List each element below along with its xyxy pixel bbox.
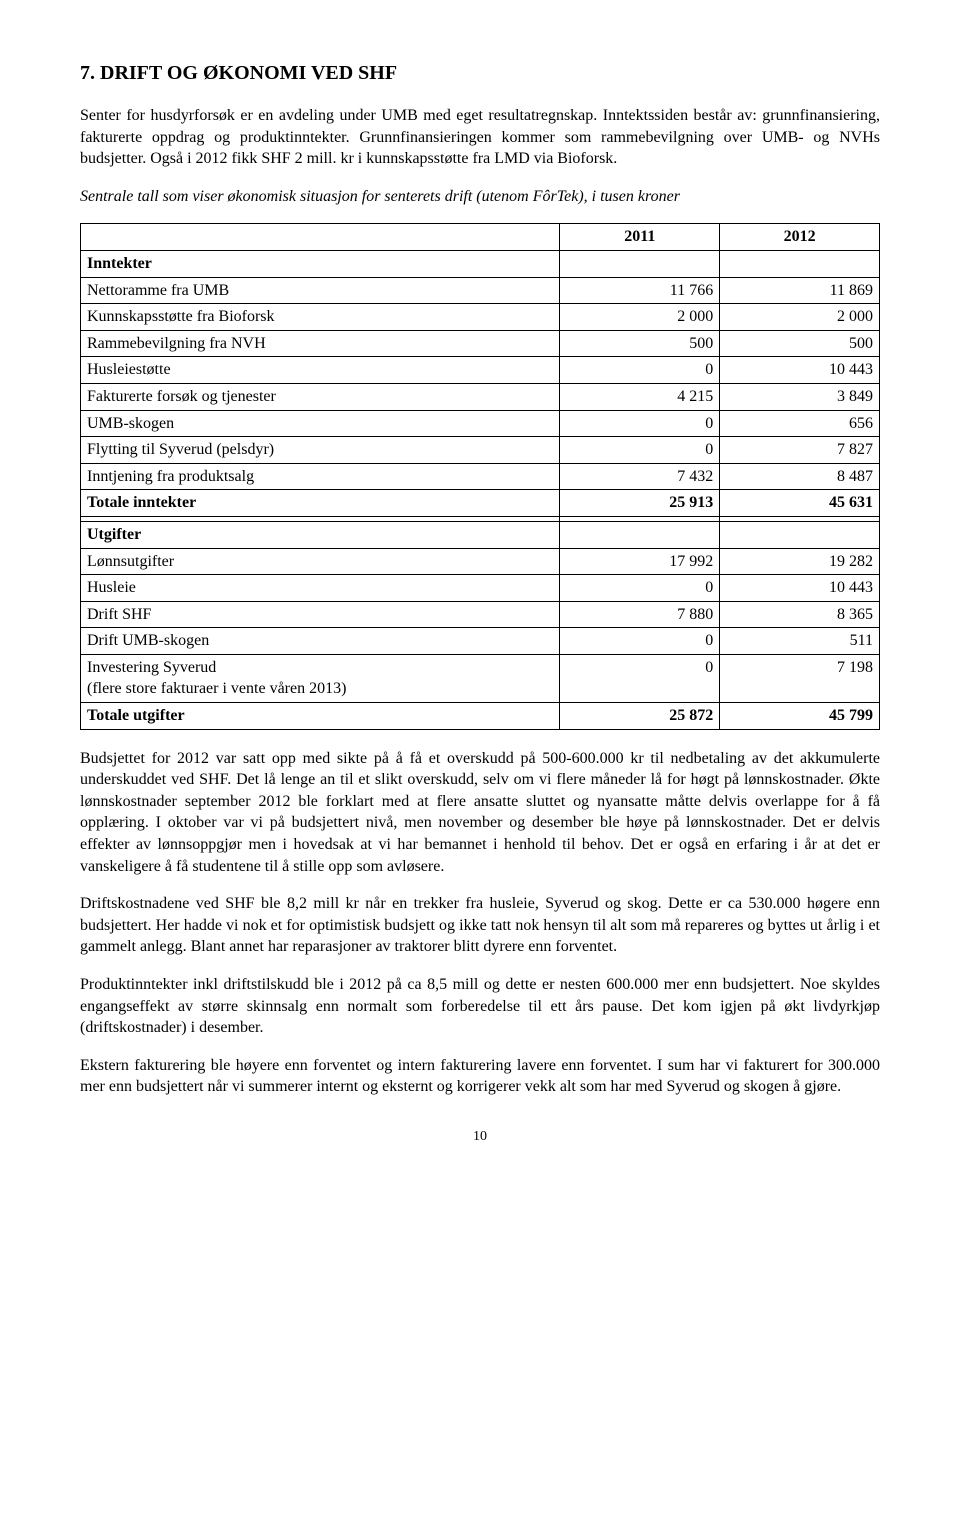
paragraph-ekstern: Ekstern fakturering ble høyere enn forve… (80, 1055, 880, 1098)
page-number: 10 (80, 1128, 880, 1147)
table-cell-v2 (720, 250, 880, 277)
table-cell-v2: 10 443 (720, 357, 880, 384)
table-header-year1: 2011 (560, 224, 720, 251)
table-cell-v2: 8 365 (720, 601, 880, 628)
paragraph-intro: Senter for husdyrforsøk er en avdeling u… (80, 105, 880, 170)
table-cell-v2: 7 198 (720, 654, 880, 702)
table-cell-label: Flytting til Syverud (pelsdyr) (81, 437, 560, 464)
table-cell-v2 (720, 521, 880, 548)
table-cell-v2: 656 (720, 410, 880, 437)
table-cell-label: UMB-skogen (81, 410, 560, 437)
table-cell-v1: 25 913 (560, 490, 720, 517)
table-cell-v1: 17 992 (560, 548, 720, 575)
table-row: Utgifter (81, 521, 880, 548)
table-row: Nettoramme fra UMB11 76611 869 (81, 277, 880, 304)
table-row: Husleie010 443 (81, 575, 880, 602)
table-cell-v1: 7 880 (560, 601, 720, 628)
table-cell-v1 (560, 250, 720, 277)
table-cell-label: Totale utgifter (81, 703, 560, 730)
table-cell-v1: 4 215 (560, 383, 720, 410)
table-row: Husleiestøtte010 443 (81, 357, 880, 384)
table-cell-v1: 2 000 (560, 304, 720, 331)
finance-table: 20112012 InntekterNettoramme fra UMB11 76… (80, 223, 880, 729)
table-cell-v1: 11 766 (560, 277, 720, 304)
table-row: Totale utgifter25 87245 799 (81, 703, 880, 730)
table-cell-label: Husleiestøtte (81, 357, 560, 384)
table-cell-label: Husleie (81, 575, 560, 602)
table-cell-v2: 11 869 (720, 277, 880, 304)
table-cell-v2: 45 631 (720, 490, 880, 517)
table-cell-label: Fakturerte forsøk og tjenester (81, 383, 560, 410)
table-cell-v1: 0 (560, 357, 720, 384)
table-cell-v2: 2 000 (720, 304, 880, 331)
paragraph-budget: Budsjettet for 2012 var satt opp med sik… (80, 748, 880, 878)
table-cell-v2: 8 487 (720, 463, 880, 490)
table-cell-v2: 7 827 (720, 437, 880, 464)
table-cell-v2: 500 (720, 330, 880, 357)
table-cell-label: Lønnsutgifter (81, 548, 560, 575)
table-cell-v1: 7 432 (560, 463, 720, 490)
table-cell-v2: 45 799 (720, 703, 880, 730)
table-cell-v2: 511 (720, 628, 880, 655)
table-caption: Sentrale tall som viser økonomisk situas… (80, 186, 880, 208)
table-cell-label: Rammebevilgning fra NVH (81, 330, 560, 357)
table-row: Rammebevilgning fra NVH500500 (81, 330, 880, 357)
table-row: Totale inntekter25 91345 631 (81, 490, 880, 517)
table-cell-v1: 25 872 (560, 703, 720, 730)
table-row: Flytting til Syverud (pelsdyr)07 827 (81, 437, 880, 464)
table-row: Fakturerte forsøk og tjenester4 2153 849 (81, 383, 880, 410)
table-cell-v1: 0 (560, 628, 720, 655)
table-row: Inntjening fra produktsalg7 4328 487 (81, 463, 880, 490)
table-cell-v1: 0 (560, 437, 720, 464)
table-row: Investering Syverud(flere store fakturae… (81, 654, 880, 702)
table-row: Kunnskapsstøtte fra Bioforsk2 0002 000 (81, 304, 880, 331)
table-cell-label: Utgifter (81, 521, 560, 548)
table-cell-v1: 0 (560, 575, 720, 602)
table-cell-v1: 0 (560, 654, 720, 702)
paragraph-drift: Driftskostnadene ved SHF ble 8,2 mill kr… (80, 893, 880, 958)
table-row: Lønnsutgifter17 99219 282 (81, 548, 880, 575)
table-cell-label: Nettoramme fra UMB (81, 277, 560, 304)
table-cell-label: Kunnskapsstøtte fra Bioforsk (81, 304, 560, 331)
table-cell-label: Inntekter (81, 250, 560, 277)
table-row: Inntekter (81, 250, 880, 277)
section-heading: 7. DRIFT OG ØKONOMI VED SHF (80, 60, 880, 87)
table-cell-v2: 19 282 (720, 548, 880, 575)
table-cell-label: Drift UMB-skogen (81, 628, 560, 655)
table-row: Drift SHF7 8808 365 (81, 601, 880, 628)
table-cell-v1: 500 (560, 330, 720, 357)
table-header-empty (81, 224, 560, 251)
table-cell-label: Totale inntekter (81, 490, 560, 517)
table-cell-label: Investering Syverud(flere store fakturae… (81, 654, 560, 702)
table-header-year2: 2012 (720, 224, 880, 251)
table-cell-v2: 10 443 (720, 575, 880, 602)
table-cell-v2: 3 849 (720, 383, 880, 410)
table-row: UMB-skogen0656 (81, 410, 880, 437)
table-cell-v1: 0 (560, 410, 720, 437)
paragraph-produkt: Produktinntekter inkl driftstilskudd ble… (80, 974, 880, 1039)
table-row: Drift UMB-skogen0511 (81, 628, 880, 655)
table-cell-v1 (560, 521, 720, 548)
table-cell-label: Drift SHF (81, 601, 560, 628)
table-cell-label: Inntjening fra produktsalg (81, 463, 560, 490)
